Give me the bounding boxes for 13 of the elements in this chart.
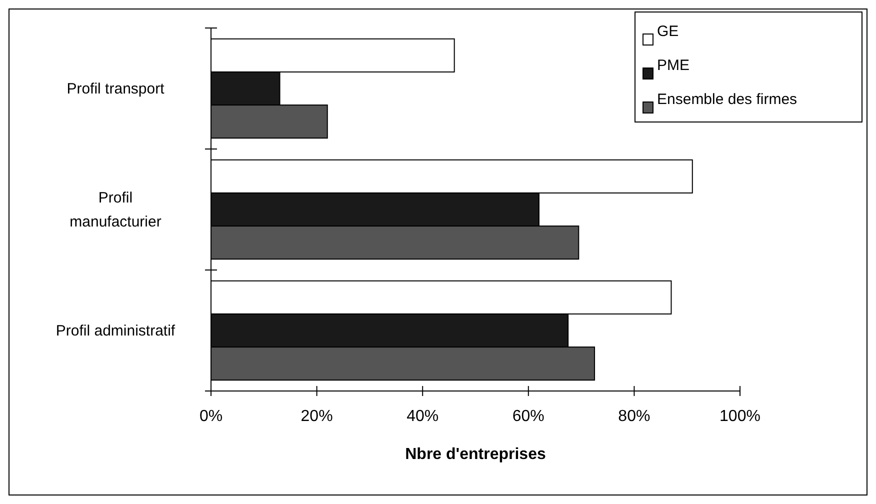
y-tick-label: Profil administratif <box>56 322 176 340</box>
y-tick-label: Profil manufacturier <box>70 190 162 230</box>
x-tick-label: 40% <box>406 408 439 425</box>
legend-label: PME <box>657 57 690 74</box>
x-tick-label: 80% <box>618 408 650 425</box>
x-axis-title: Nbre d'entreprises <box>405 446 546 463</box>
x-tick-label: 20% <box>300 408 333 425</box>
y-tick-label: Profil transport <box>66 80 166 98</box>
legend-label: GE <box>657 23 679 40</box>
x-tick-label: 0% <box>199 408 223 425</box>
legend-label: Ensemble des firmes <box>657 91 798 108</box>
x-tick-label: 60% <box>512 408 544 425</box>
x-tick-label: 100% <box>720 408 760 425</box>
